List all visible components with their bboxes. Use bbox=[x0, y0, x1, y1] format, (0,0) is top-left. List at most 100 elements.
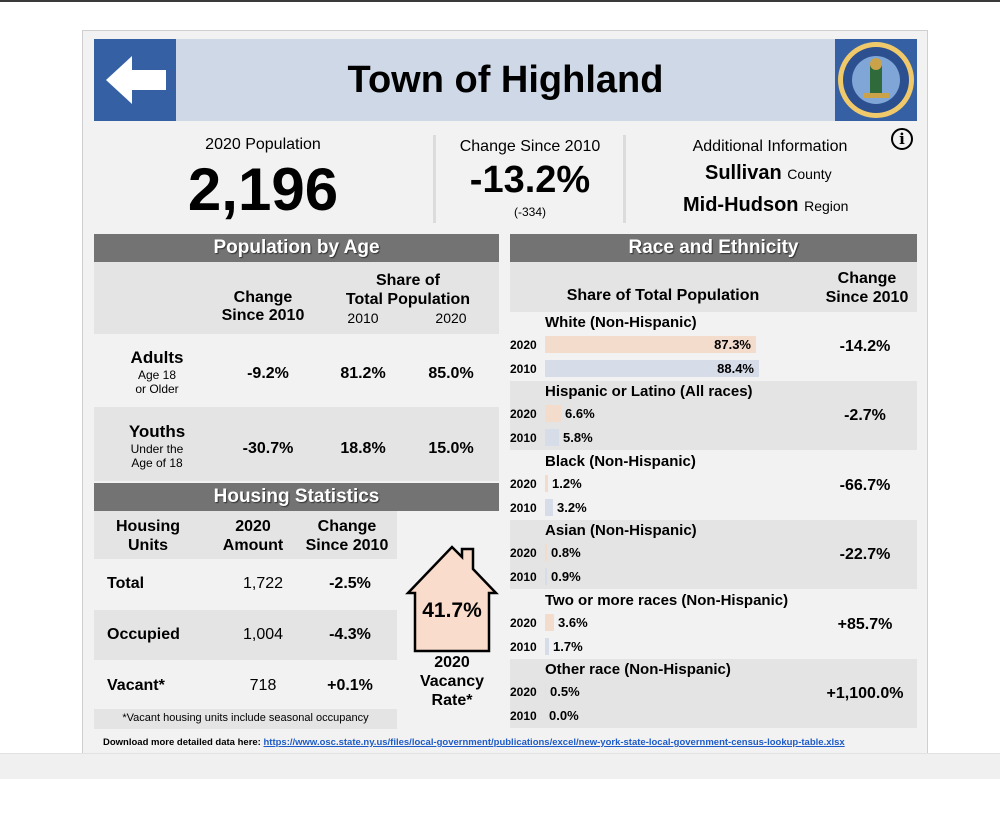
change-absolute: (-334) bbox=[513, 205, 546, 219]
list-item: Other race (Non-Hispanic) 2020 2010 0.5% 0.0… bbox=[510, 659, 917, 728]
summary-divider bbox=[623, 135, 626, 223]
bar-2020 bbox=[545, 336, 756, 353]
population-label: 2020 Population bbox=[205, 136, 321, 153]
table-row: Occupied 1,004 -4.3% bbox=[94, 610, 397, 660]
age-col-change: Change Since 2010 bbox=[221, 289, 305, 324]
value-label-2020: 3.6% bbox=[558, 615, 588, 630]
age-row-label: Adults Age 18 or Older bbox=[130, 348, 184, 396]
year-label-2010: 2010 bbox=[510, 640, 537, 654]
housing-col-units: Housing Units bbox=[116, 518, 180, 554]
year-label-2020: 2020 bbox=[510, 616, 537, 630]
race-change-value: -2.7% bbox=[844, 407, 886, 424]
header-banner: Town of Highland bbox=[94, 39, 917, 121]
additional-info-label: Additional Information bbox=[692, 138, 848, 155]
year-label-2020: 2020 bbox=[510, 338, 537, 352]
region-name: Mid-Hudson bbox=[683, 194, 799, 216]
housing-row-change: +0.1% bbox=[327, 677, 373, 694]
age-row-share-2010: 18.8% bbox=[340, 440, 386, 457]
region-suffix: Region bbox=[804, 198, 849, 214]
age-col-share: Share of Total Population bbox=[345, 272, 471, 308]
year-label-2020: 2020 bbox=[510, 685, 537, 699]
age-table-header bbox=[94, 262, 499, 334]
age-col-year-2020: 2020 bbox=[435, 310, 467, 326]
year-label-2020: 2020 bbox=[510, 407, 537, 421]
region-line: Mid-Hudson Region bbox=[683, 194, 848, 217]
housing-col-amount: 2020 Amount bbox=[222, 518, 284, 554]
county-suffix: County bbox=[787, 166, 832, 182]
house-icon bbox=[405, 545, 499, 653]
age-row-share-2010: 81.2% bbox=[340, 365, 386, 382]
download-link[interactable]: https://www.osc.state.ny.us/files/local-… bbox=[263, 737, 845, 748]
year-label-2010: 2010 bbox=[510, 570, 537, 584]
race-change-value: +1,100.0% bbox=[826, 685, 904, 702]
table-row: Youths Under the Age of 18 -30.7% 18.8% … bbox=[94, 407, 499, 481]
section-header-population-by-age: Population by Age bbox=[94, 234, 499, 262]
year-label-2010: 2010 bbox=[510, 362, 537, 376]
race-change-value: -66.7% bbox=[839, 477, 891, 494]
back-button[interactable] bbox=[94, 39, 176, 121]
bar-2020 bbox=[545, 475, 548, 492]
value-label-2020: 1.2% bbox=[552, 476, 582, 491]
value-label-2010: 0.9% bbox=[551, 569, 581, 584]
race-group-name: Hispanic or Latino (All races) bbox=[545, 383, 753, 400]
race-group-name: Other race (Non-Hispanic) bbox=[545, 661, 731, 678]
new-york-comptroller-seal bbox=[835, 39, 917, 121]
value-label-2010: 3.2% bbox=[557, 500, 587, 515]
section-header-housing-statistics: Housing Statistics bbox=[94, 483, 499, 511]
race-group-name: White (Non-Hispanic) bbox=[545, 314, 697, 331]
housing-row-amount: 718 bbox=[249, 677, 277, 694]
list-item: Hispanic or Latino (All races) 2020 2010 6.… bbox=[510, 381, 917, 450]
bar-2010 bbox=[545, 429, 559, 446]
bar-2010 bbox=[545, 638, 549, 655]
county-name: Sullivan bbox=[705, 162, 782, 184]
county-line: Sullivan County bbox=[705, 162, 832, 185]
list-item: Asian (Non-Hispanic) 2020 2010 0.8% 0.9% -22.… bbox=[510, 520, 917, 589]
browser-bottom-bar bbox=[0, 753, 1000, 779]
housing-col-change: Change Since 2010 bbox=[305, 518, 389, 554]
housing-footnote-band: *Vacant housing units include seasonal o… bbox=[94, 709, 397, 729]
vacancy-rate-value: 41.7% bbox=[422, 599, 482, 622]
housing-row-label: Occupied bbox=[107, 626, 180, 643]
town-profile-card: Town of Highland 2020 Population 2,196 C… bbox=[82, 30, 928, 754]
race-change-value: -14.2% bbox=[839, 338, 891, 355]
race-group-name: Black (Non-Hispanic) bbox=[545, 453, 696, 470]
housing-row-amount: 1,004 bbox=[242, 626, 284, 643]
year-label-2010: 2010 bbox=[510, 501, 537, 515]
list-item: Two or more races (Non-Hispanic) 2020 2010… bbox=[510, 590, 917, 659]
section-header-race-and-ethnicity: Race and Ethnicity bbox=[510, 234, 917, 262]
age-row-share-2020: 15.0% bbox=[428, 440, 474, 457]
value-label-2010: 1.7% bbox=[553, 639, 583, 654]
value-label-2020: 0.8% bbox=[551, 545, 581, 560]
year-label-2010: 2010 bbox=[510, 431, 537, 445]
age-col-year-2010: 2010 bbox=[347, 310, 379, 326]
race-col-share: Share of Total Population bbox=[566, 287, 760, 304]
bar-2020 bbox=[545, 614, 554, 631]
race-table-header bbox=[510, 262, 917, 312]
info-icon[interactable]: i bbox=[891, 128, 913, 150]
year-label-2020: 2020 bbox=[510, 546, 537, 560]
page-title: Town of Highland bbox=[347, 59, 664, 101]
housing-row-change: -2.5% bbox=[329, 575, 371, 592]
race-col-change: Change Since 2010 bbox=[825, 270, 909, 306]
value-label-2020: 6.6% bbox=[565, 406, 595, 421]
housing-footnote: *Vacant housing units include seasonal o… bbox=[122, 712, 369, 724]
download-label: Download more detailed data here: bbox=[103, 737, 261, 748]
race-change-value: +85.7% bbox=[837, 616, 893, 633]
age-row-change: -30.7% bbox=[242, 440, 294, 457]
summary-divider bbox=[433, 135, 436, 223]
bar-2020 bbox=[545, 683, 546, 700]
housing-row-label: Vacant* bbox=[107, 677, 165, 694]
year-label-2010: 2010 bbox=[510, 709, 537, 723]
age-row-label: Youths Under the Age of 18 bbox=[128, 422, 186, 470]
bar-2020 bbox=[545, 405, 561, 422]
download-line: Download more detailed data here: https:… bbox=[103, 737, 845, 748]
housing-row-change: -4.3% bbox=[329, 626, 371, 643]
value-label-2010: 0.0% bbox=[549, 708, 579, 723]
value-label-2010: 88.4% bbox=[717, 361, 754, 376]
list-item: Black (Non-Hispanic) 2020 2010 1.2% 3.2% -66.… bbox=[510, 451, 917, 520]
year-label-2020: 2020 bbox=[510, 477, 537, 491]
population-value: 2,196 bbox=[187, 156, 339, 223]
housing-row-label: Total bbox=[107, 575, 145, 592]
vacancy-rate-label: 2020 Vacancy Rate* bbox=[419, 654, 485, 709]
left-arrow-icon bbox=[106, 56, 166, 104]
